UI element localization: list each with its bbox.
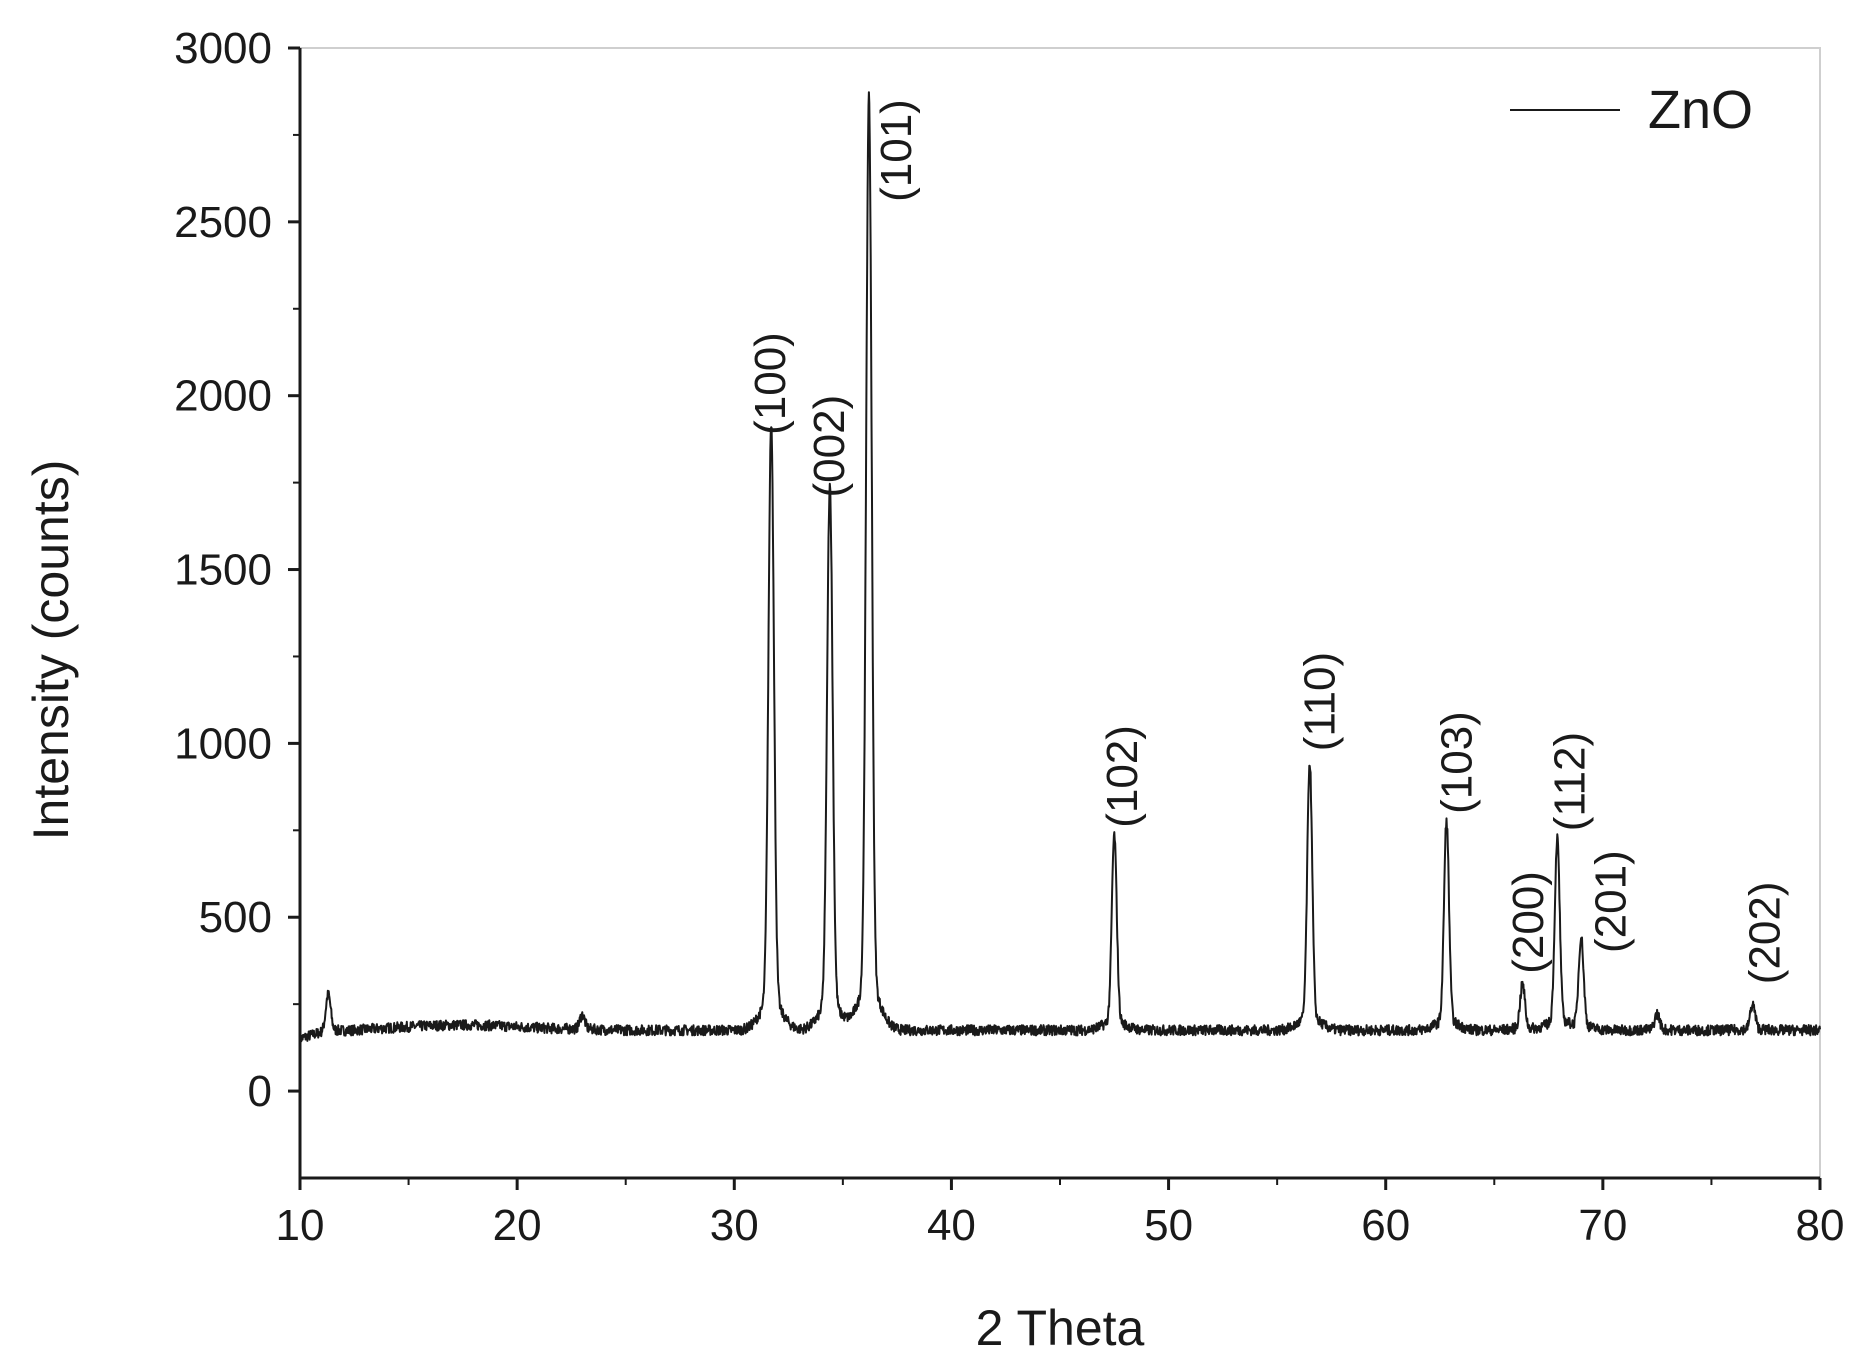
axis-ticks: 10 20 30 40 50 60 70 80 0 500 1000 1500 2000 2500 3000 — [174, 24, 1844, 1250]
x-axis-title: 2 Theta — [976, 1300, 1145, 1356]
peak-label: (202) — [1741, 881, 1790, 984]
x-tick-label: 60 — [1361, 1201, 1410, 1250]
peak-label: (102) — [1098, 725, 1147, 828]
y-tick-label: 1500 — [174, 546, 272, 595]
y-tick-label: 2000 — [174, 372, 272, 421]
peak-annotations: (100)(002) (101) (102) (110) (103) (200) (112)… — [746, 99, 1790, 984]
y-tick-label: 1000 — [174, 719, 272, 768]
peak-label: (002) — [805, 395, 854, 498]
y-tick-label: 2500 — [174, 198, 272, 247]
x-tick-label: 80 — [1796, 1201, 1845, 1250]
plot-border — [299, 47, 1821, 1179]
y-axis-title: Intensity (counts) — [23, 460, 79, 841]
peak-label: (101) — [872, 99, 921, 202]
peak-label: (110) — [1296, 652, 1345, 751]
x-tick-label: 30 — [710, 1201, 759, 1250]
legend-label: ZnO — [1648, 80, 1753, 140]
y-tick-label: 3000 — [174, 24, 272, 73]
x-tick-label: 50 — [1144, 1201, 1193, 1250]
peak-label: (112) — [1545, 732, 1594, 831]
plot-frame — [298, 47, 1821, 1180]
x-tick-label: 10 — [276, 1201, 325, 1250]
series-layer — [299, 91, 1821, 1044]
legend: ZnO — [1510, 80, 1753, 140]
peak-label: (103) — [1432, 711, 1481, 814]
peak-label: (100) — [746, 332, 795, 435]
series-line-ZnO — [299, 91, 1821, 1044]
x-tick-label: 40 — [927, 1201, 976, 1250]
y-tick-label: 500 — [199, 893, 272, 942]
y-tick-label: 0 — [248, 1067, 272, 1116]
x-tick-label: 20 — [493, 1201, 542, 1250]
peak-label: (201) — [1587, 850, 1636, 953]
x-tick-label: 70 — [1578, 1201, 1627, 1250]
peak-label: (200) — [1504, 871, 1553, 974]
